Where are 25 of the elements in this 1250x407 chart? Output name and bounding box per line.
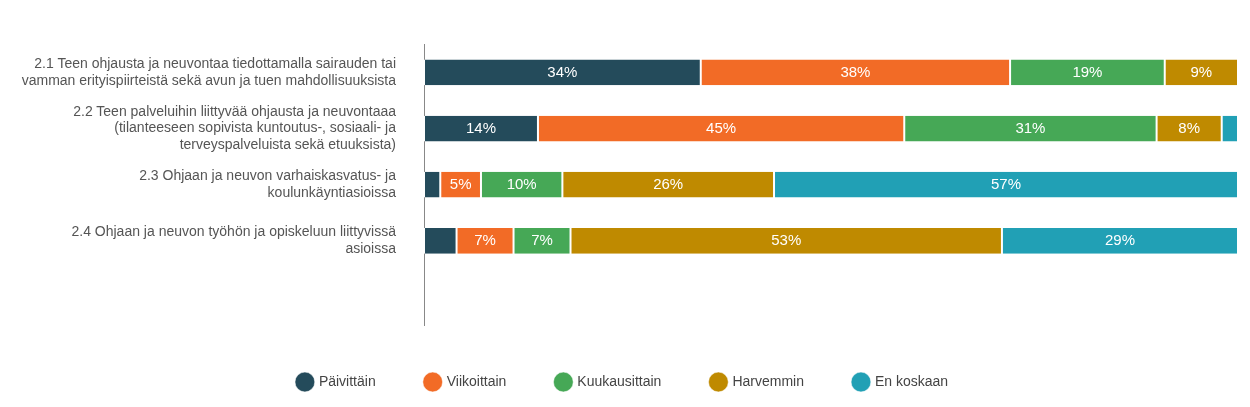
legend-label: Kuukausittain <box>577 372 662 389</box>
data-label: 10% <box>506 174 537 192</box>
data-label: 7% <box>474 230 496 248</box>
data-label: 53% <box>771 230 802 248</box>
data-label: 45% <box>706 118 737 136</box>
data-label: 31% <box>1015 118 1046 136</box>
y-tick-label: 2.3 Ohjaan ja neuvon varhaiskasvatus- ja koulunkäyntiasioissa <box>139 167 397 200</box>
legend-label: Päivittäin <box>318 372 376 389</box>
data-label: 29% <box>1104 230 1135 248</box>
data-label: 19% <box>1072 62 1103 80</box>
legend-label: Viikoittain <box>446 372 507 389</box>
data-label: 57% <box>990 174 1022 192</box>
data-label: 8% <box>1178 118 1200 136</box>
y-tick-label: 2.1 Teen ohjausta ja neuvontaa tiedottamalla sairauden tai vamman erityispiirteistä sekä avun ja tuen mahdollisuuksista <box>21 54 397 88</box>
data-label: 38% <box>840 62 871 80</box>
data-label: 26% <box>653 174 684 192</box>
y-tick-label: 2.2 Teen palveluihin liittyvää ohjausta ja neuvontaaa (tilanteeseen sopivista kuntoutus-, sosiaali- ja terveyspalveluista sekä etuuksista) <box>73 102 397 153</box>
data-label: 14% <box>465 118 496 136</box>
data-label: 34% <box>547 62 578 80</box>
legend-label: En koskaan <box>874 372 949 389</box>
data-label: 5% <box>449 174 472 192</box>
data-label: 7% <box>531 230 553 248</box>
data-label: 9% <box>1190 62 1213 80</box>
y-tick-label: 2.4 Ohjaan ja neuvon työhön ja opiskeluun liittyvissä asioissa <box>71 223 397 257</box>
legend-label: Harvemmin <box>732 372 804 389</box>
